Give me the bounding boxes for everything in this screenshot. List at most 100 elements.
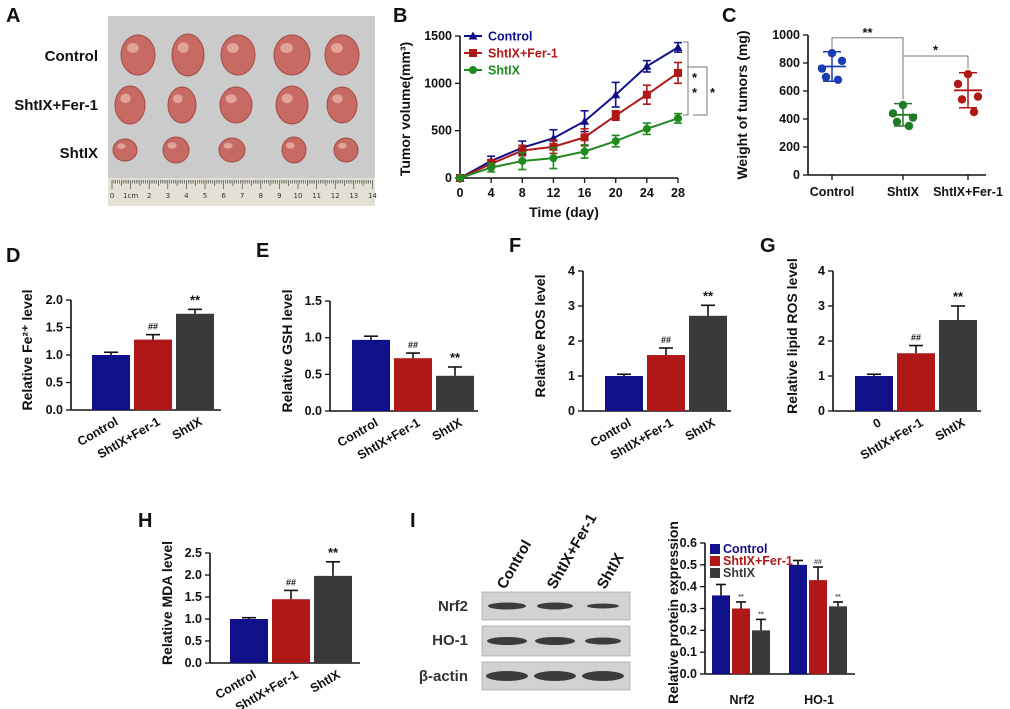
blot-row-beta-actin: β-actin bbox=[419, 668, 468, 685]
sig-bracket bbox=[687, 66, 708, 116]
tumor-shtix-4 bbox=[281, 136, 307, 164]
marker-square bbox=[549, 142, 558, 151]
y-tick-label: 1.0 bbox=[305, 331, 322, 345]
tumor-highlight bbox=[117, 143, 126, 149]
blot-band bbox=[487, 637, 527, 645]
blot-row-ho1: HO-1 bbox=[432, 632, 468, 649]
y-tick-label: 1000 bbox=[424, 76, 452, 90]
blot-band bbox=[582, 671, 624, 681]
ruler-label: 13 bbox=[349, 192, 358, 200]
y-tick-label: 0.0 bbox=[46, 403, 63, 417]
bar-1 bbox=[352, 339, 390, 411]
tumor-highlight bbox=[223, 142, 233, 149]
data-point bbox=[821, 72, 831, 82]
significance-mark: ** bbox=[835, 594, 841, 601]
y-tick-label: 1.5 bbox=[185, 590, 202, 604]
y-tick-label: 1.5 bbox=[305, 294, 322, 308]
bar-1 bbox=[605, 376, 643, 411]
row-label-shtix-fer1: ShtIX+Fer-1 bbox=[14, 97, 98, 114]
marker-square bbox=[611, 111, 620, 120]
y-tick-label: 1500 bbox=[424, 29, 452, 43]
bar-1 bbox=[855, 376, 893, 411]
tumor-shtix-fer1-4 bbox=[275, 85, 309, 125]
chart-tumor-volume: 0 500 1000 1500 0 4 8 12 16 20 24 28 Time (day) Tumor… bbox=[397, 29, 716, 220]
chart-tumor-weight: 0 200 400 600 800 1000 Weight of tumors (mg) Co… bbox=[734, 25, 1003, 199]
x-category-label: ShtIX bbox=[887, 185, 920, 199]
y-tick-label: 500 bbox=[431, 124, 452, 138]
x-category-label: ShtIX bbox=[170, 414, 205, 442]
panel-label-c: C bbox=[722, 5, 736, 27]
marker-circle bbox=[580, 147, 589, 156]
marker-circle bbox=[642, 124, 651, 133]
panel-label-d: D bbox=[6, 245, 20, 267]
y-tick-label: 0.1 bbox=[680, 645, 697, 659]
blot-band bbox=[486, 671, 528, 681]
marker-circle bbox=[674, 114, 682, 123]
tumor-highlight bbox=[281, 93, 293, 104]
y-axis-label: Relative Fe²⁺ level bbox=[19, 289, 35, 410]
x-tick-label: 12 bbox=[546, 186, 560, 200]
series-line-1 bbox=[459, 46, 679, 179]
bar-1 bbox=[230, 619, 268, 663]
marker-circle bbox=[611, 137, 620, 146]
x-category-label: ShtIX bbox=[933, 415, 968, 443]
significance-mark: ** bbox=[328, 545, 339, 560]
x-category-label: ShtIX bbox=[683, 415, 718, 443]
ruler-label: 3 bbox=[166, 192, 170, 200]
blot-lane-shtix-fer1: ShtIX+Fer-1 bbox=[544, 511, 601, 592]
tumor-highlight bbox=[172, 94, 183, 104]
marker-circle bbox=[549, 154, 558, 163]
x-category-label: ShtIX bbox=[308, 667, 343, 695]
data-point bbox=[969, 107, 979, 117]
tumor-highlight bbox=[126, 43, 139, 53]
tumor-highlight bbox=[286, 142, 295, 149]
row-label-control: Control bbox=[45, 48, 98, 65]
data-point bbox=[827, 49, 837, 58]
y-tick-label: 2.0 bbox=[185, 568, 202, 582]
legend-label: ShtIX bbox=[723, 566, 756, 580]
significance-mark: ## bbox=[408, 340, 418, 350]
bar-nrf2-3 bbox=[752, 630, 770, 674]
tumor-shtix-fer1-5 bbox=[326, 86, 358, 124]
y-tick-label: 3 bbox=[818, 299, 825, 313]
data-point bbox=[904, 121, 914, 131]
sig-star: * bbox=[933, 43, 939, 58]
marker-triangle bbox=[580, 116, 590, 125]
y-tick-label: 200 bbox=[779, 140, 800, 154]
panel-label-f: F bbox=[509, 235, 521, 257]
tumor-shtix-fer1-1 bbox=[114, 85, 146, 125]
significance-mark: ## bbox=[286, 577, 296, 587]
y-tick-label: 0.5 bbox=[46, 376, 63, 390]
bar-nrf2-1 bbox=[712, 595, 730, 674]
ruler-label: 4 bbox=[184, 192, 189, 200]
bar-1 bbox=[92, 355, 130, 410]
blot-lane-shtix: ShtIX bbox=[594, 550, 628, 592]
marker-circle bbox=[456, 174, 464, 182]
y-tick-label: 3 bbox=[568, 299, 575, 313]
x-category-label: HO-1 bbox=[804, 693, 834, 707]
significance-mark: ## bbox=[148, 322, 158, 332]
y-tick-label: 1000 bbox=[772, 28, 800, 42]
marker-circle bbox=[469, 66, 477, 74]
x-category-label: Nrf2 bbox=[729, 693, 754, 707]
y-tick-label: 2.5 bbox=[185, 546, 202, 560]
x-tick-label: 24 bbox=[640, 186, 654, 200]
x-tick-label: 20 bbox=[609, 186, 623, 200]
x-category-label: ShtIX+Fer-1 bbox=[858, 415, 926, 462]
blot-band bbox=[535, 637, 575, 645]
data-point bbox=[837, 56, 847, 66]
ruler-ticks: 0 1cm 2 3 4 5 6 7 8 9 10 11 12 13 14 bbox=[110, 180, 377, 200]
tumor-highlight bbox=[226, 43, 239, 53]
y-axis-label: Relative protein expression bbox=[665, 521, 681, 704]
bar-ho-1-1 bbox=[789, 564, 807, 674]
data-point bbox=[953, 79, 963, 89]
series-line-3 bbox=[459, 117, 679, 179]
ruler bbox=[108, 178, 375, 206]
y-tick-label: 0.5 bbox=[185, 634, 202, 648]
data-point bbox=[888, 109, 898, 118]
bar-3 bbox=[436, 375, 474, 411]
data-point bbox=[833, 75, 843, 85]
y-tick-label: 1.5 bbox=[46, 321, 63, 335]
